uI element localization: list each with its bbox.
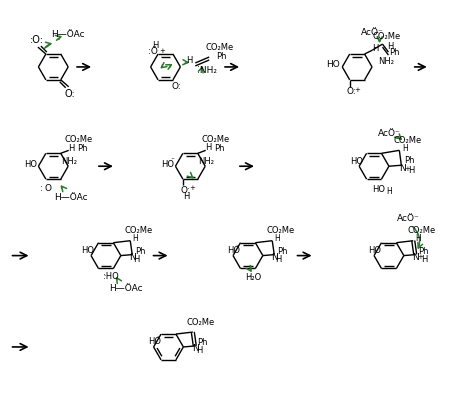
Text: NH₂: NH₂ <box>61 157 77 166</box>
Text: N: N <box>129 253 136 262</box>
Text: H—ÖAc: H—ÖAc <box>55 192 88 202</box>
Text: AcÖ⁻: AcÖ⁻ <box>361 28 383 37</box>
Text: O:: O: <box>347 87 356 96</box>
Text: Ph: Ph <box>216 53 227 61</box>
Text: :O:: :O: <box>30 35 44 45</box>
Text: H: H <box>402 144 408 153</box>
Text: ·: · <box>248 274 250 280</box>
Text: H—ÖAc: H—ÖAc <box>109 284 143 293</box>
Text: O: O <box>45 184 51 192</box>
Text: H: H <box>274 234 280 243</box>
Text: HO: HO <box>368 246 382 255</box>
Text: Ph: Ph <box>135 247 146 256</box>
Text: H: H <box>386 187 392 196</box>
Text: :: : <box>39 184 42 192</box>
Text: HO: HO <box>373 185 385 194</box>
Text: +: + <box>159 48 165 54</box>
Text: Ph: Ph <box>418 247 428 256</box>
Text: +: + <box>404 166 410 172</box>
Text: H: H <box>152 40 158 50</box>
Text: H: H <box>186 57 192 65</box>
Text: :Ö: :Ö <box>148 47 158 55</box>
Text: AcÖ⁻: AcÖ⁻ <box>378 129 401 138</box>
Text: +: + <box>355 87 361 93</box>
Text: Ph: Ph <box>389 48 400 57</box>
Text: H: H <box>387 42 393 51</box>
Text: CO₂Me: CO₂Me <box>372 32 401 41</box>
Text: Ph: Ph <box>214 144 225 153</box>
Text: :HO: :HO <box>103 272 119 281</box>
Text: H: H <box>415 234 421 243</box>
Text: H: H <box>132 234 138 243</box>
Text: HO: HO <box>148 337 161 346</box>
Text: HO: HO <box>82 246 94 255</box>
Text: H: H <box>408 166 414 175</box>
Text: CO₂Me: CO₂Me <box>407 226 435 235</box>
Text: ⁚NH₂: ⁚NH₂ <box>197 67 217 75</box>
Text: H: H <box>196 346 202 355</box>
Text: H: H <box>133 255 140 264</box>
Text: H—ÖAc: H—ÖAc <box>51 30 85 39</box>
Text: N: N <box>399 164 405 173</box>
Text: HO: HO <box>24 160 37 169</box>
Text: CO₂Me: CO₂Me <box>124 226 152 235</box>
Text: HO: HO <box>327 61 340 69</box>
Text: Ph: Ph <box>198 339 208 347</box>
Text: H: H <box>206 143 212 152</box>
Text: H: H <box>68 144 75 153</box>
Text: HO: HO <box>350 157 363 166</box>
Text: ··: ·· <box>236 243 240 249</box>
Text: HO: HO <box>228 246 240 255</box>
Text: O:: O: <box>171 82 181 91</box>
Text: N: N <box>412 253 419 262</box>
Text: CO₂Me: CO₂Me <box>205 42 233 51</box>
Text: N: N <box>271 253 278 262</box>
Text: ·: · <box>103 274 105 280</box>
Text: CO₂Me: CO₂Me <box>393 136 421 145</box>
Text: CO₂Me: CO₂Me <box>187 318 215 327</box>
Text: O:: O: <box>64 89 75 99</box>
Text: ··: ·· <box>156 334 161 340</box>
Text: Ph: Ph <box>404 156 415 165</box>
Text: NH₂: NH₂ <box>378 57 394 67</box>
Text: H: H <box>182 192 189 200</box>
Text: H: H <box>421 255 428 264</box>
Text: CO₂Me: CO₂Me <box>64 135 93 144</box>
Text: +: + <box>189 185 195 191</box>
Text: AcÖ⁻: AcÖ⁻ <box>397 214 420 223</box>
Text: H₂O: H₂O <box>245 273 261 282</box>
Text: +: + <box>418 254 423 260</box>
Text: HO: HO <box>161 160 174 169</box>
Text: NH₂: NH₂ <box>198 157 214 166</box>
Text: Ph: Ph <box>277 247 287 256</box>
Text: O:: O: <box>181 186 191 194</box>
Text: CO₂Me: CO₂Me <box>201 135 230 144</box>
Text: N: N <box>191 344 199 353</box>
Text: H: H <box>275 255 282 264</box>
Text: ··: ·· <box>170 155 175 164</box>
Text: H: H <box>373 44 379 53</box>
Text: Ph: Ph <box>77 144 88 153</box>
Text: CO₂Me: CO₂Me <box>266 226 294 235</box>
